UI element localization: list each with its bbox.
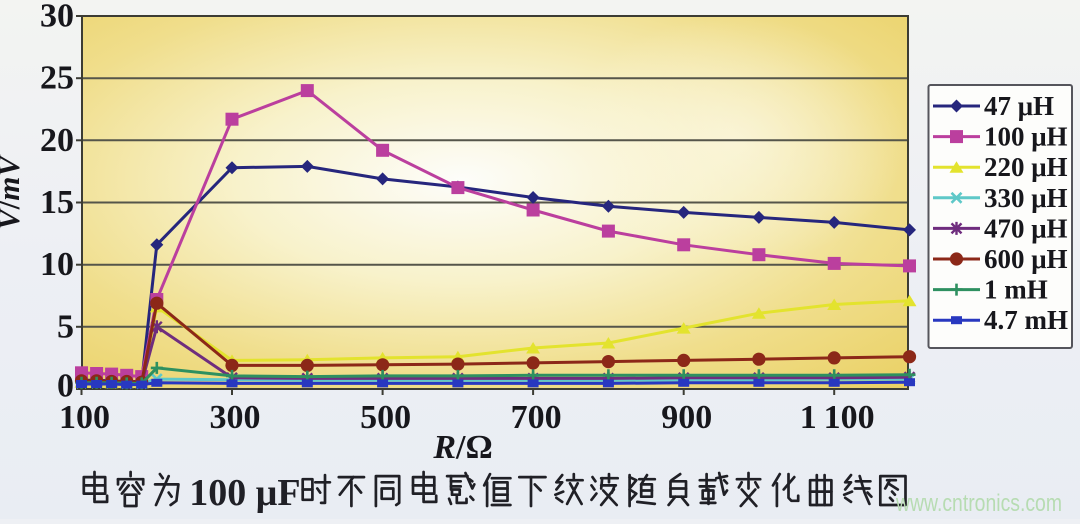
svg-text:1 mH: 1 mH [984, 275, 1048, 305]
svg-text:25: 25 [40, 60, 74, 97]
svg-text:100: 100 [59, 399, 110, 436]
svg-text:4.7 mH: 4.7 mH [984, 305, 1068, 335]
svg-text:300: 300 [210, 399, 261, 436]
svg-text:0: 0 [57, 368, 74, 405]
svg-text:47 μH: 47 μH [984, 91, 1054, 121]
svg-text:470 μH: 470 μH [984, 213, 1068, 243]
svg-text:V/mV: V/mV [0, 154, 26, 230]
svg-text:20: 20 [40, 122, 74, 159]
svg-text:10: 10 [40, 246, 74, 283]
svg-text:5: 5 [57, 308, 74, 345]
svg-text:600 μH: 600 μH [984, 244, 1068, 274]
svg-text:30: 30 [40, 0, 74, 35]
svg-text:100 μH: 100 μH [984, 122, 1068, 152]
svg-text:900: 900 [661, 399, 712, 436]
svg-text:15: 15 [40, 184, 74, 221]
svg-text:700: 700 [511, 399, 562, 436]
svg-text:500: 500 [360, 399, 411, 436]
svg-text:1 100: 1 100 [800, 399, 875, 436]
svg-text:330 μH: 330 μH [984, 183, 1068, 213]
svg-text:100 μF: 100 μF [189, 472, 300, 514]
svg-text:220 μH: 220 μH [984, 152, 1068, 182]
svg-text:www.cntronics.com: www.cntronics.com [895, 490, 1062, 517]
svg-text:R/Ω: R/Ω [432, 429, 492, 466]
